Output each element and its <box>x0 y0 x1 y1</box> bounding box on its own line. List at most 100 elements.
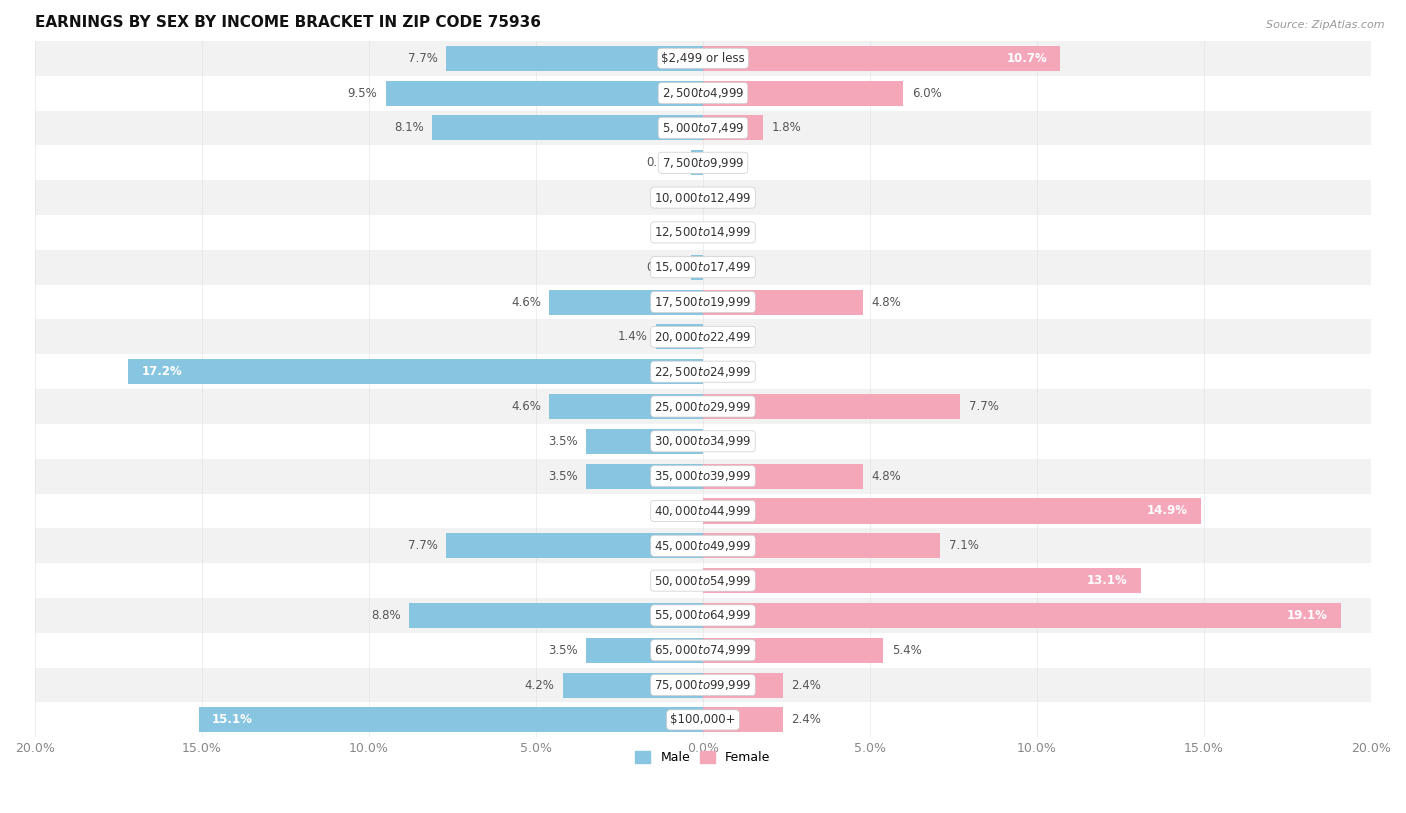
Text: 7.7%: 7.7% <box>969 400 998 413</box>
Text: 2.4%: 2.4% <box>792 679 821 692</box>
Text: 1.4%: 1.4% <box>619 330 648 343</box>
Legend: Male, Female: Male, Female <box>630 746 776 769</box>
Text: $25,000 to $29,999: $25,000 to $29,999 <box>654 399 752 414</box>
Text: 4.8%: 4.8% <box>872 470 901 483</box>
Bar <box>703 394 960 419</box>
Text: $40,000 to $44,999: $40,000 to $44,999 <box>654 504 752 518</box>
Text: $20,000 to $22,499: $20,000 to $22,499 <box>654 330 752 344</box>
Text: $35,000 to $39,999: $35,000 to $39,999 <box>654 469 752 483</box>
Text: 0.0%: 0.0% <box>711 330 741 343</box>
Text: $5,000 to $7,499: $5,000 to $7,499 <box>662 121 744 135</box>
Text: 0.0%: 0.0% <box>665 504 695 517</box>
Text: $7,500 to $9,999: $7,500 to $9,999 <box>662 156 744 170</box>
Text: $45,000 to $49,999: $45,000 to $49,999 <box>654 539 752 553</box>
Text: 0.35%: 0.35% <box>645 156 683 169</box>
Text: 7.1%: 7.1% <box>949 539 979 552</box>
Bar <box>703 289 863 315</box>
Text: 17.2%: 17.2% <box>142 365 183 378</box>
Text: 0.0%: 0.0% <box>711 156 741 169</box>
Bar <box>35 146 1371 180</box>
Bar <box>703 707 783 733</box>
Bar <box>35 633 1371 667</box>
Bar <box>433 115 703 141</box>
Bar <box>35 528 1371 563</box>
Text: Source: ZipAtlas.com: Source: ZipAtlas.com <box>1267 20 1385 30</box>
Bar <box>128 359 703 385</box>
Text: $55,000 to $64,999: $55,000 to $64,999 <box>654 608 752 623</box>
Bar <box>35 354 1371 389</box>
Text: 3.5%: 3.5% <box>548 470 578 483</box>
Text: 7.7%: 7.7% <box>408 52 437 65</box>
Bar <box>35 667 1371 702</box>
Text: $15,000 to $17,499: $15,000 to $17,499 <box>654 260 752 274</box>
Bar <box>35 250 1371 285</box>
Bar <box>703 46 1060 71</box>
Text: 14.9%: 14.9% <box>1146 504 1187 517</box>
Bar <box>562 672 703 698</box>
Text: 19.1%: 19.1% <box>1286 609 1327 622</box>
Bar <box>703 115 763 141</box>
Text: 9.5%: 9.5% <box>347 87 377 100</box>
Bar <box>703 498 1201 524</box>
Bar <box>703 672 783 698</box>
Text: 4.8%: 4.8% <box>872 296 901 309</box>
Text: $75,000 to $99,999: $75,000 to $99,999 <box>654 678 752 692</box>
Bar <box>35 111 1371 146</box>
Bar <box>446 533 703 559</box>
Text: 8.1%: 8.1% <box>394 121 425 134</box>
Text: 0.0%: 0.0% <box>711 226 741 239</box>
Bar <box>703 533 941 559</box>
Text: 8.8%: 8.8% <box>371 609 401 622</box>
Text: 0.0%: 0.0% <box>665 574 695 587</box>
Text: 4.2%: 4.2% <box>524 679 554 692</box>
Bar <box>409 603 703 628</box>
Text: 3.5%: 3.5% <box>548 644 578 657</box>
Text: 0.0%: 0.0% <box>665 226 695 239</box>
Bar <box>692 150 703 176</box>
Bar <box>35 215 1371 250</box>
Bar <box>35 389 1371 424</box>
Text: 4.6%: 4.6% <box>512 400 541 413</box>
Text: $2,499 or less: $2,499 or less <box>661 52 745 65</box>
Bar <box>550 394 703 419</box>
Text: $65,000 to $74,999: $65,000 to $74,999 <box>654 643 752 657</box>
Text: 4.6%: 4.6% <box>512 296 541 309</box>
Bar <box>550 289 703 315</box>
Text: 0.0%: 0.0% <box>711 365 741 378</box>
Bar <box>692 254 703 280</box>
Text: $2,500 to $4,999: $2,500 to $4,999 <box>662 86 744 100</box>
Text: $50,000 to $54,999: $50,000 to $54,999 <box>654 574 752 588</box>
Text: 0.35%: 0.35% <box>645 261 683 274</box>
Bar <box>35 598 1371 633</box>
Text: 7.7%: 7.7% <box>408 539 437 552</box>
Bar <box>35 180 1371 215</box>
Text: 2.4%: 2.4% <box>792 713 821 726</box>
Text: 10.7%: 10.7% <box>1007 52 1047 65</box>
Bar <box>586 463 703 489</box>
Text: 0.0%: 0.0% <box>711 261 741 274</box>
Bar <box>703 603 1341 628</box>
Bar <box>703 568 1140 593</box>
Text: 6.0%: 6.0% <box>911 87 942 100</box>
Bar <box>35 76 1371 111</box>
Text: $12,500 to $14,999: $12,500 to $14,999 <box>654 225 752 239</box>
Text: 5.4%: 5.4% <box>891 644 921 657</box>
Text: 3.5%: 3.5% <box>548 435 578 448</box>
Bar <box>198 707 703 733</box>
Text: 0.0%: 0.0% <box>665 191 695 204</box>
Bar <box>703 80 904 106</box>
Bar <box>35 702 1371 737</box>
Bar <box>586 637 703 663</box>
Text: $30,000 to $34,999: $30,000 to $34,999 <box>654 434 752 448</box>
Bar <box>35 424 1371 459</box>
Bar <box>35 493 1371 528</box>
Text: 15.1%: 15.1% <box>212 713 253 726</box>
Text: EARNINGS BY SEX BY INCOME BRACKET IN ZIP CODE 75936: EARNINGS BY SEX BY INCOME BRACKET IN ZIP… <box>35 15 541 30</box>
Bar <box>35 285 1371 320</box>
Bar <box>35 41 1371 76</box>
Bar <box>35 459 1371 493</box>
Text: 1.8%: 1.8% <box>772 121 801 134</box>
Bar <box>703 463 863 489</box>
Text: $100,000+: $100,000+ <box>671 713 735 726</box>
Bar <box>586 428 703 454</box>
